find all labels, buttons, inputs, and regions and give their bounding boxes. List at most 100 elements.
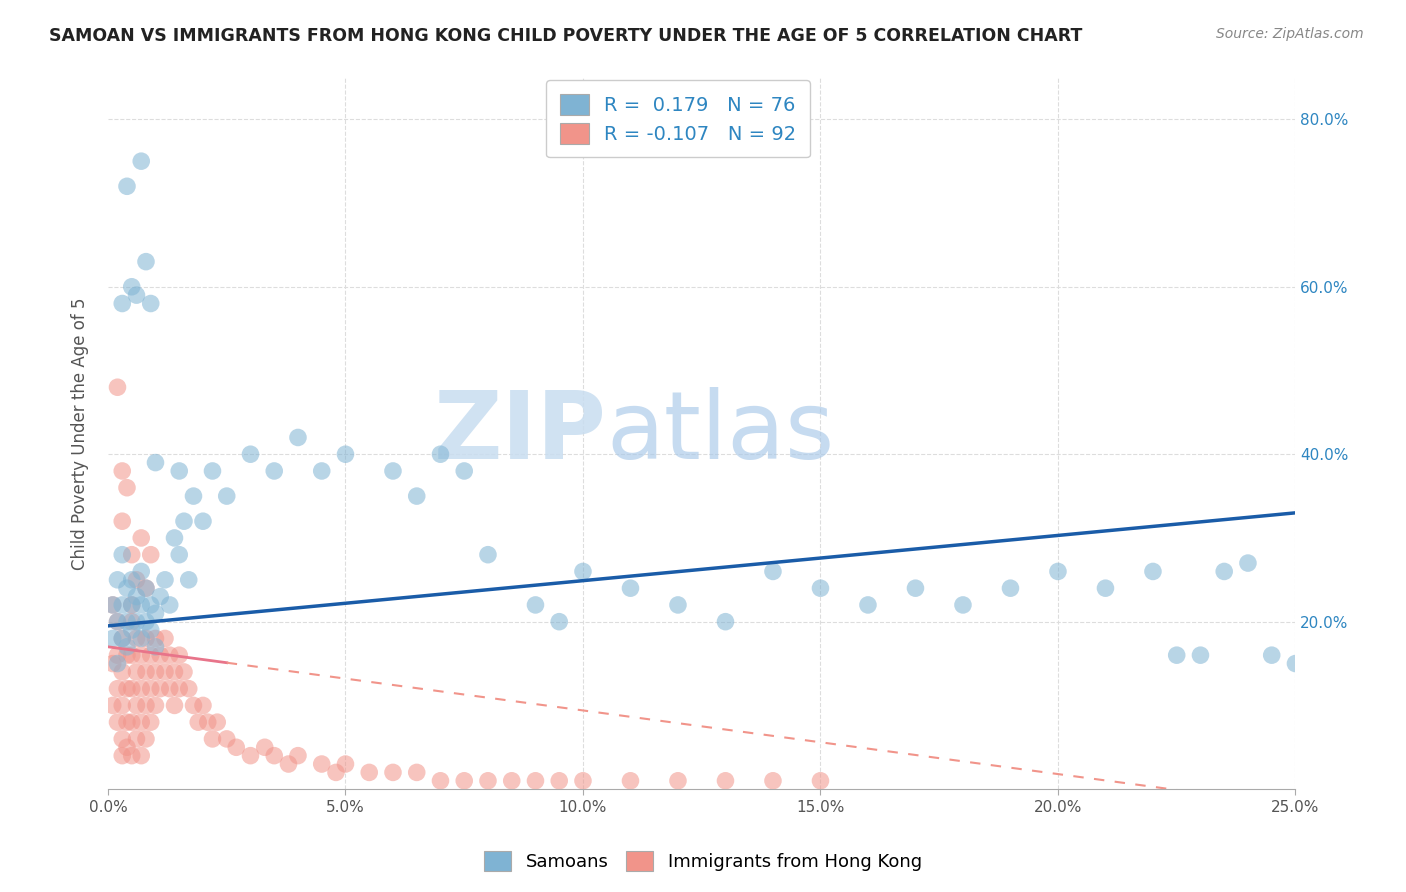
Point xyxy=(115,481,138,495)
Legend: R =  0.179   N = 76, R = -0.107   N = 92: R = 0.179 N = 76, R = -0.107 N = 92 xyxy=(546,80,810,157)
Point xyxy=(115,715,138,730)
Point xyxy=(201,731,224,746)
Point xyxy=(191,514,214,528)
Point xyxy=(115,640,138,654)
Point xyxy=(115,179,138,194)
Point xyxy=(121,623,143,637)
Point xyxy=(139,548,162,562)
Point xyxy=(149,681,172,696)
Point xyxy=(135,665,157,679)
Point xyxy=(121,548,143,562)
Point xyxy=(121,598,143,612)
Point xyxy=(129,632,152,646)
Point xyxy=(1260,648,1282,663)
Point xyxy=(239,748,262,763)
Point xyxy=(666,773,689,788)
Point xyxy=(263,464,285,478)
Point xyxy=(359,765,381,780)
Point xyxy=(101,598,124,612)
Point xyxy=(215,489,238,503)
Point xyxy=(115,581,138,595)
Point xyxy=(904,581,927,595)
Point xyxy=(207,715,229,730)
Point xyxy=(453,773,475,788)
Point xyxy=(115,681,138,696)
Point xyxy=(135,632,157,646)
Point xyxy=(177,681,200,696)
Point xyxy=(107,715,129,730)
Point xyxy=(173,514,195,528)
Point xyxy=(129,154,152,169)
Point xyxy=(159,648,181,663)
Point xyxy=(111,598,134,612)
Point xyxy=(135,731,157,746)
Point xyxy=(111,548,134,562)
Point xyxy=(121,748,143,763)
Point xyxy=(125,288,148,302)
Point xyxy=(115,740,138,755)
Point xyxy=(121,279,143,293)
Point xyxy=(135,698,157,713)
Point xyxy=(856,598,879,612)
Point xyxy=(129,648,152,663)
Point xyxy=(107,648,129,663)
Point xyxy=(167,464,190,478)
Point xyxy=(762,565,785,579)
Point xyxy=(197,715,219,730)
Point xyxy=(335,757,357,772)
Point xyxy=(107,657,129,671)
Point xyxy=(139,598,162,612)
Point xyxy=(111,698,134,713)
Point xyxy=(125,615,148,629)
Point xyxy=(101,657,124,671)
Point xyxy=(714,773,737,788)
Point xyxy=(311,757,333,772)
Point xyxy=(101,632,124,646)
Point xyxy=(145,698,167,713)
Point xyxy=(501,773,523,788)
Point xyxy=(183,489,205,503)
Point xyxy=(277,757,299,772)
Point xyxy=(135,581,157,595)
Point xyxy=(810,773,832,788)
Point xyxy=(107,681,129,696)
Point xyxy=(121,573,143,587)
Point xyxy=(1284,657,1306,671)
Point xyxy=(129,748,152,763)
Point xyxy=(153,632,176,646)
Point xyxy=(952,598,974,612)
Point xyxy=(477,773,499,788)
Point xyxy=(225,740,247,755)
Point xyxy=(145,607,167,621)
Point xyxy=(125,731,148,746)
Point xyxy=(145,632,167,646)
Point xyxy=(163,531,186,545)
Point xyxy=(125,590,148,604)
Text: Source: ZipAtlas.com: Source: ZipAtlas.com xyxy=(1216,27,1364,41)
Point xyxy=(405,765,427,780)
Point xyxy=(145,456,167,470)
Point xyxy=(139,681,162,696)
Point xyxy=(167,648,190,663)
Point xyxy=(153,665,176,679)
Point xyxy=(311,464,333,478)
Point xyxy=(107,615,129,629)
Point xyxy=(139,296,162,310)
Point xyxy=(239,447,262,461)
Point xyxy=(121,615,143,629)
Point xyxy=(548,615,571,629)
Point xyxy=(145,665,167,679)
Point xyxy=(201,464,224,478)
Point xyxy=(524,773,547,788)
Point xyxy=(101,598,124,612)
Point xyxy=(125,632,148,646)
Point xyxy=(139,623,162,637)
Point xyxy=(429,447,451,461)
Point xyxy=(111,665,134,679)
Point xyxy=(121,681,143,696)
Point xyxy=(524,598,547,612)
Point xyxy=(121,715,143,730)
Point xyxy=(1213,565,1236,579)
Y-axis label: Child Poverty Under the Age of 5: Child Poverty Under the Age of 5 xyxy=(72,297,89,569)
Point xyxy=(325,765,347,780)
